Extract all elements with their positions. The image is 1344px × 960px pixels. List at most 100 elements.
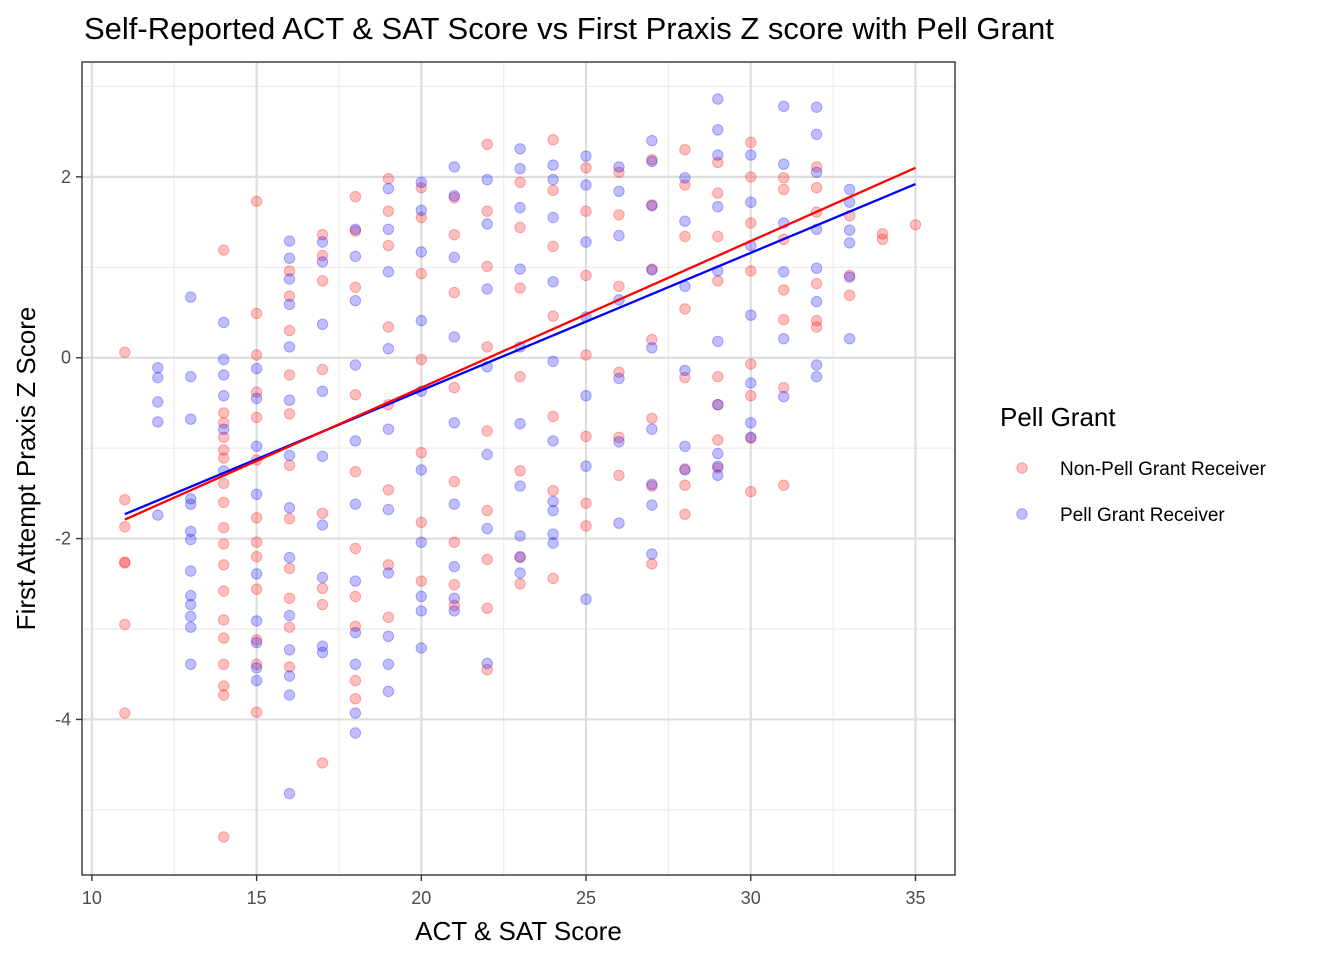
- data-point: [250, 362, 263, 375]
- data-point: [283, 298, 296, 311]
- y-axis: -4 -2 0 2: [55, 167, 82, 729]
- data-point: [448, 161, 460, 173]
- data-point: [448, 192, 460, 204]
- x-tick-label: 25: [576, 888, 596, 908]
- data-point: [514, 221, 526, 234]
- data-point: [218, 496, 230, 509]
- data-point: [185, 621, 197, 633]
- data-point: [646, 558, 658, 570]
- data-point: [613, 431, 625, 443]
- data-point: [810, 277, 823, 290]
- data-point: [712, 434, 724, 446]
- data-point: [778, 314, 790, 326]
- data-point: [712, 462, 724, 474]
- data-point: [415, 211, 427, 224]
- data-point: [646, 154, 658, 166]
- data-point: [810, 101, 823, 113]
- data-point: [152, 362, 164, 374]
- data-point: [283, 290, 296, 302]
- data-point: [218, 353, 230, 366]
- data-point: [481, 602, 493, 614]
- data-point: [613, 209, 625, 221]
- data-point: [218, 390, 230, 402]
- data-point: [745, 432, 757, 444]
- data-point: [382, 343, 395, 355]
- data-point: [218, 658, 230, 670]
- data-point: [250, 636, 263, 649]
- data-point: [481, 138, 493, 151]
- data-point: [745, 136, 757, 149]
- data-point: [382, 611, 395, 623]
- data-point: [185, 565, 197, 577]
- data-point: [547, 495, 559, 508]
- data-point: [481, 522, 493, 535]
- data-point: [283, 621, 296, 633]
- data-point: [415, 464, 427, 476]
- data-point: [745, 417, 757, 429]
- data-point: [547, 435, 559, 447]
- data-point: [547, 537, 559, 549]
- data-point: [316, 757, 329, 769]
- data-point: [316, 249, 329, 262]
- data-point: [810, 321, 823, 333]
- data-point: [547, 310, 559, 322]
- data-point: [613, 436, 625, 448]
- x-axis: 10 15 20 25 30 35: [82, 875, 925, 908]
- data-point: [250, 568, 263, 580]
- data-point: [580, 460, 592, 472]
- data-point: [580, 236, 592, 248]
- data-point: [185, 291, 197, 303]
- data-point: [712, 187, 724, 199]
- data-point: [218, 316, 230, 329]
- data-point: [250, 615, 263, 627]
- data-point: [448, 286, 460, 299]
- legend-title: Pell Grant: [1000, 402, 1116, 432]
- data-point: [185, 610, 197, 623]
- data-point: [613, 280, 625, 292]
- data-point: [810, 371, 823, 383]
- data-point: [448, 599, 460, 612]
- data-point: [613, 469, 625, 481]
- data-point: [119, 346, 131, 358]
- data-point: [712, 371, 724, 383]
- data-point: [152, 371, 164, 384]
- data-point: [415, 447, 427, 459]
- data-point: [810, 262, 823, 274]
- data-point: [349, 693, 362, 705]
- trend-line-series-0: [124, 166, 916, 521]
- x-tick-label: 30: [741, 888, 761, 908]
- data-point: [448, 560, 460, 573]
- data-point: [349, 575, 362, 587]
- data-point: [382, 173, 395, 185]
- data-point: [514, 163, 526, 175]
- x-tick-label: 10: [82, 888, 102, 908]
- data-point: [415, 605, 427, 617]
- data-point: [843, 224, 856, 236]
- data-point: [283, 408, 296, 420]
- data-point: [316, 582, 329, 594]
- data-point: [185, 498, 197, 510]
- data-point: [547, 504, 559, 517]
- data-point: [679, 215, 691, 227]
- data-point: [481, 218, 493, 230]
- data-point: [514, 263, 526, 275]
- data-point: [283, 324, 296, 337]
- data-point: [250, 307, 263, 320]
- y-tick-label: -2: [55, 529, 71, 549]
- data-point: [415, 314, 427, 327]
- data-point: [745, 390, 757, 402]
- data-point: [316, 236, 329, 248]
- data-point: [778, 100, 790, 113]
- data-point: [547, 410, 559, 423]
- data-point: [646, 263, 658, 275]
- data-point: [185, 371, 197, 383]
- data-point: [218, 369, 230, 381]
- data-point: [250, 512, 263, 524]
- data-point: [185, 413, 197, 425]
- data-point: [185, 525, 197, 538]
- data-point: [415, 590, 427, 603]
- data-point: [679, 440, 691, 452]
- data-point: [712, 156, 724, 169]
- data-point: [646, 412, 658, 424]
- data-point: [415, 536, 427, 548]
